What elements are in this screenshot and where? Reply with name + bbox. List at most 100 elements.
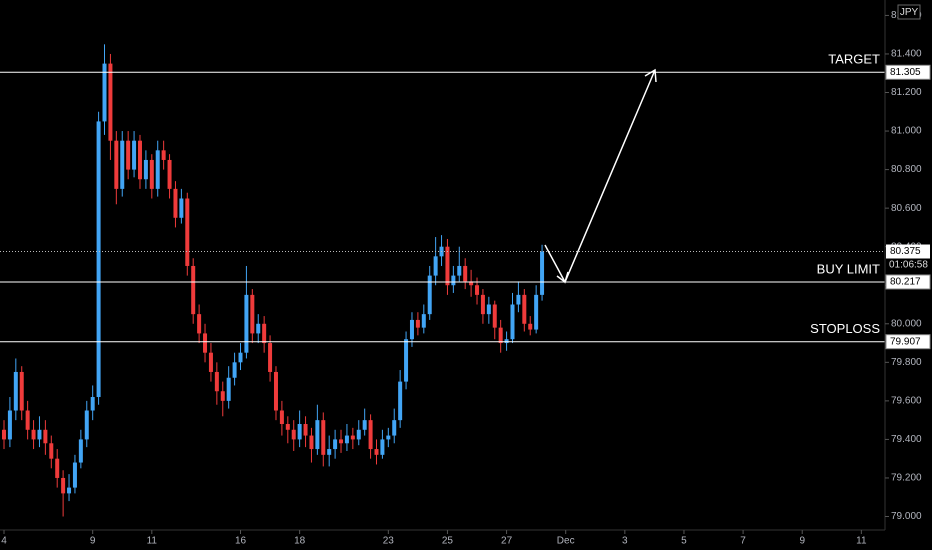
candle-body (534, 294, 539, 330)
level-price-box (885, 64, 931, 80)
x-tick-label: 3 (622, 536, 628, 547)
candle-body (173, 188, 178, 218)
candle-body (120, 140, 125, 189)
candle-body (55, 458, 60, 478)
candle-body (315, 420, 320, 450)
candle-body (67, 487, 72, 494)
candle-body (72, 462, 77, 488)
candle-body (197, 314, 202, 334)
candle-body (522, 294, 527, 324)
y-tick-label: 80.000 (891, 318, 922, 329)
candle-body (386, 435, 391, 440)
y-tick-label: 81.200 (891, 87, 922, 98)
candle-body (132, 140, 137, 170)
candle-body (268, 343, 273, 372)
arrow-head (644, 68, 657, 83)
candle-body (61, 477, 66, 494)
y-tick-label: 79.400 (891, 434, 922, 445)
candle-body (155, 150, 160, 189)
candle-body (13, 371, 18, 411)
candle-body (137, 140, 142, 180)
candle-body (208, 352, 213, 372)
plot: TARGET BUY LIMIT STOPLOSS (0, 44, 885, 517)
candle-body (309, 435, 314, 450)
currency: JPY (900, 7, 919, 18)
candle-body (126, 140, 131, 170)
candle-body (256, 323, 261, 334)
candle-body (475, 285, 480, 295)
candle-body (19, 371, 24, 411)
candle-body (486, 304, 491, 315)
candle-body (421, 314, 426, 328)
candle-body (244, 294, 249, 353)
candle-body (220, 391, 225, 401)
x-tick-label: 7 (740, 536, 746, 547)
x-tick-label: 25 (442, 536, 454, 547)
x-tick-label: 4 (1, 536, 7, 547)
level-price: 81.305 (890, 67, 921, 78)
candle-body (516, 294, 521, 305)
candle-body (350, 435, 355, 440)
y-tick-label: 80.800 (891, 164, 922, 175)
candle-body (368, 420, 373, 450)
candle-body (327, 449, 332, 455)
countdown-box (886, 258, 930, 272)
x-tick-label: Dec (557, 536, 575, 547)
candle-body (510, 304, 515, 340)
candle-body (356, 429, 361, 440)
countdown: 01:06:58 (889, 260, 928, 271)
level-price-box (885, 274, 931, 290)
level-price-box (885, 334, 931, 350)
candle-body (463, 265, 468, 282)
candle-body (49, 443, 54, 459)
level-price: 80.217 (890, 277, 921, 288)
candle-body (214, 371, 219, 392)
y-tick-label: 81.400 (891, 49, 922, 60)
candle-body (232, 362, 237, 378)
x-tick-label: 9 (90, 536, 96, 547)
candle-body (185, 198, 190, 266)
x-tick-label: 23 (383, 536, 395, 547)
candle-body (90, 397, 95, 411)
candle-body (285, 424, 290, 430)
candle-body (84, 410, 89, 440)
candle-body (297, 424, 302, 440)
candle-body (96, 121, 101, 398)
candle-body (191, 265, 196, 315)
last-price-label: 80.375 (890, 246, 921, 257)
candle-body (504, 339, 509, 344)
candle-body (498, 327, 503, 344)
candle-body (25, 410, 30, 430)
candle-body (415, 319, 420, 328)
candle-body (37, 429, 42, 440)
candle-body (149, 159, 154, 189)
x-tick-label: 18 (294, 536, 306, 547)
y-tick-label: 79.600 (891, 396, 922, 407)
y-tick-label: 79.000 (891, 511, 922, 522)
candle-body (78, 439, 83, 463)
candle-body (108, 63, 113, 141)
candle-body (238, 352, 243, 363)
candle-body (43, 429, 48, 444)
candle-body (380, 439, 385, 455)
currency-box (897, 4, 921, 20)
axes: 79.000 79.200 79.400 79.600 79.800 80.000 80.2… (1, 10, 931, 547)
candle-body (433, 256, 438, 276)
candle-body (143, 159, 148, 180)
candle-body (398, 381, 403, 421)
candle-body (279, 410, 284, 424)
candle-body (333, 439, 338, 450)
x-tick-label: 11 (147, 536, 158, 547)
candle-body (457, 265, 462, 276)
candle-body (404, 339, 409, 382)
candle-body (273, 371, 278, 411)
candle-body (167, 159, 172, 189)
candle-body (31, 429, 36, 440)
y-tick-label: 81.000 (891, 126, 922, 137)
x-tick-label: 11 (856, 536, 867, 547)
candle-body (540, 251, 545, 295)
x-tick-label: 27 (501, 536, 513, 547)
candle-body (374, 449, 379, 455)
candle-body (114, 140, 119, 189)
